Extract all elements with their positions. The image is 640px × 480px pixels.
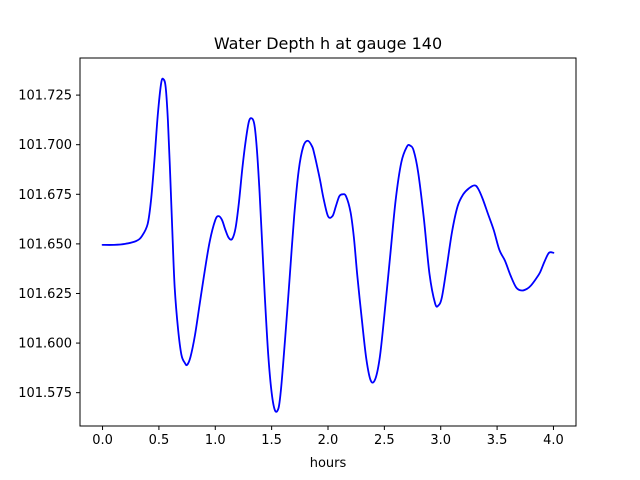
y-tick-label: 101.575	[18, 386, 72, 401]
y-axis-ticks: 101.575 101.600 101.625 101.650 101.675 101.7…	[18, 89, 80, 401]
x-axis-title: hours	[310, 456, 347, 471]
y-tick-label: 101.675	[18, 188, 72, 203]
x-tick-label: 2.0	[318, 433, 339, 448]
y-tick-label: 101.650	[18, 237, 72, 252]
y-tick-label: 101.625	[18, 287, 72, 302]
x-tick-label: 2.5	[374, 433, 395, 448]
chart-title: Water Depth h at gauge 140	[214, 34, 442, 53]
x-tick-label: 3.0	[430, 433, 451, 448]
plot-frame	[79, 57, 577, 427]
x-tick-label: 0.0	[92, 433, 113, 448]
x-tick-label: 0.5	[149, 433, 170, 448]
series-line	[101, 77, 555, 413]
x-tick-label: 3.5	[487, 433, 508, 448]
x-tick-label: 4.0	[543, 433, 564, 448]
y-tick-label: 101.600	[18, 337, 72, 352]
y-tick-label: 101.700	[18, 138, 72, 153]
x-axis-ticks: 0.0 0.5 1.0 1.5 2.0 2.5 3.0 3.5 4.0	[92, 426, 564, 448]
plot-area	[101, 77, 555, 413]
y-tick-label: 101.725	[18, 89, 72, 104]
x-tick-label: 1.5	[261, 433, 282, 448]
x-tick-label: 1.0	[205, 433, 226, 448]
